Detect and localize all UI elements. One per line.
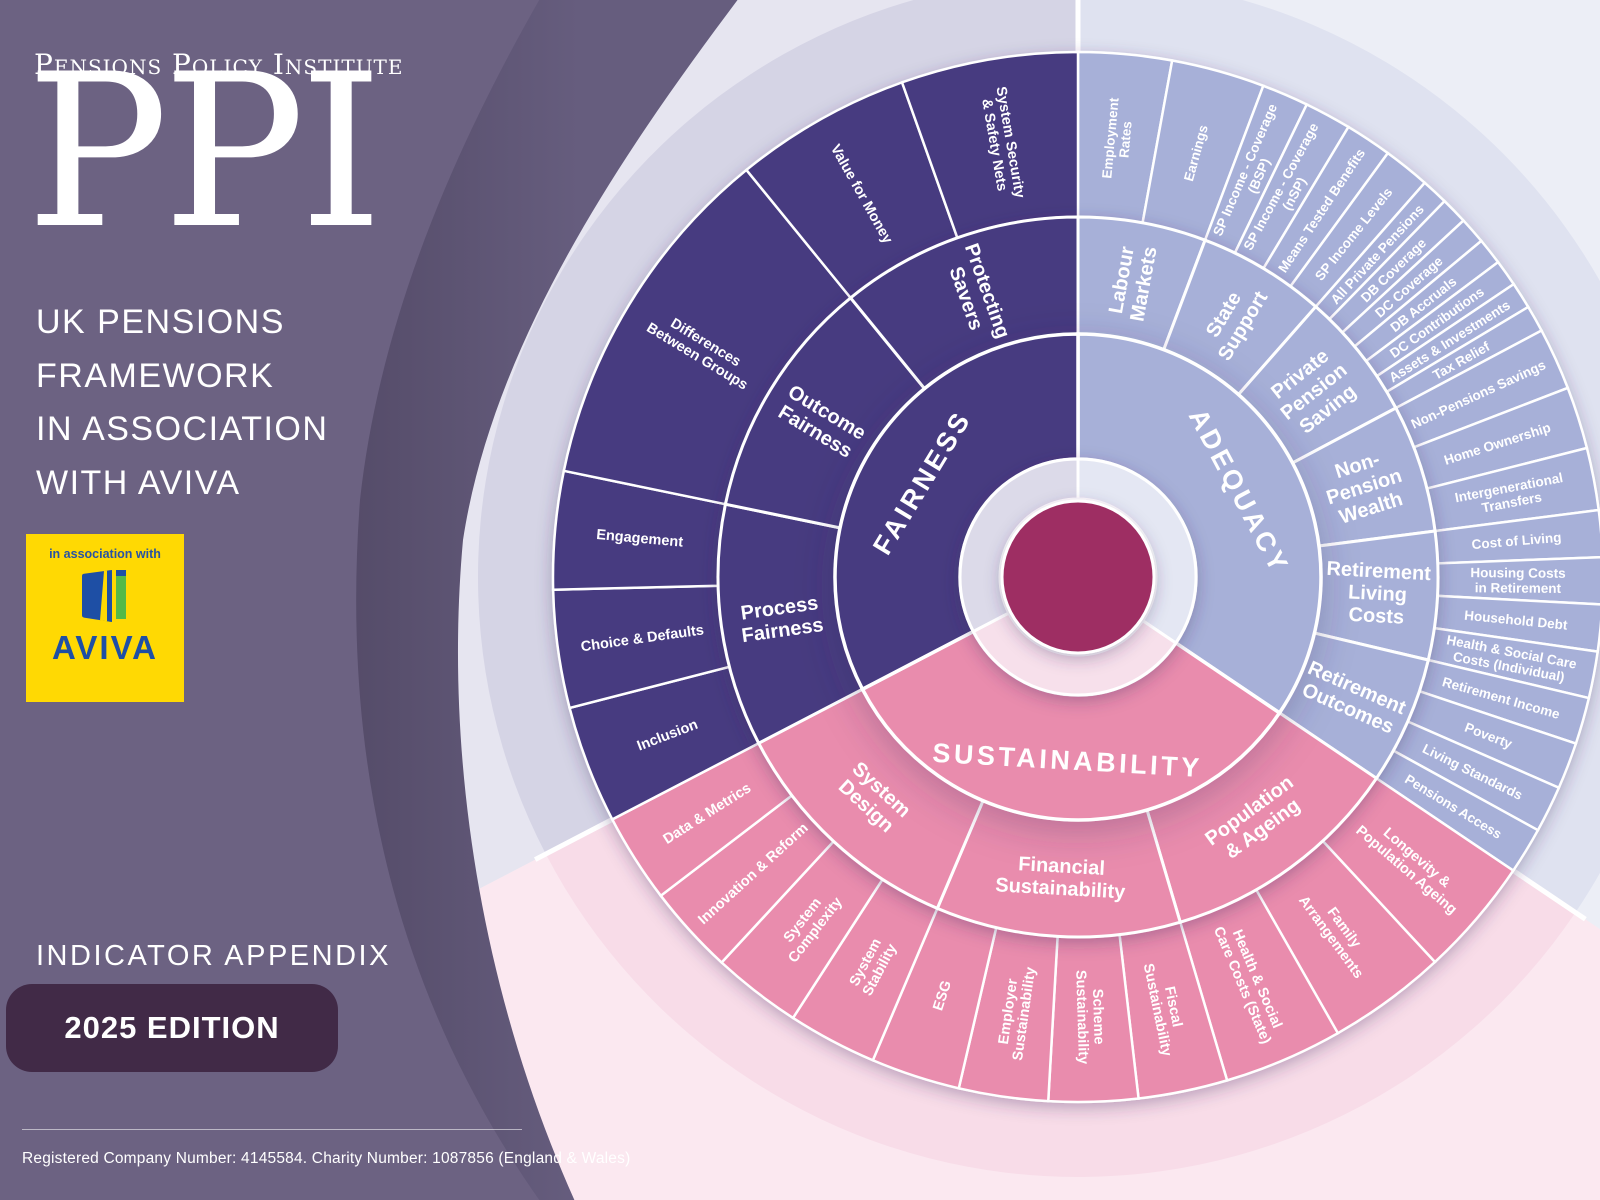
registration-note: Registered Company Number: 4145584. Char… — [22, 1150, 631, 1167]
page-title: UK PENSIONS FRAMEWORK IN ASSOCIATION WIT… — [36, 296, 328, 511]
aviva-tagline: in association with — [49, 547, 161, 561]
indicator-label-scheme-sustainability: SchemeSustainability — [1072, 969, 1107, 1064]
indicator-label-employment-rates: EmploymentRates — [1099, 97, 1136, 181]
sidebar-curves — [0, 0, 738, 1200]
edition-badge: 2025 EDITION — [6, 984, 338, 1072]
hub-ring-adequacy — [1076, 457, 1198, 646]
footer-divider — [22, 1129, 522, 1130]
appendix-label: INDICATOR APPENDIX — [36, 940, 391, 972]
title-line: UK PENSIONS — [36, 303, 285, 341]
indicator-label-cost-of-living: Cost of Living — [1471, 530, 1562, 552]
hub-ring-fairness — [958, 457, 1080, 634]
aviva-logo-icon — [82, 570, 126, 622]
ppi-institute-name: Pensions Policy Institute — [34, 48, 404, 81]
hub-ring-sustainability — [971, 610, 1178, 697]
indicator-label-housing-costs-in-retirement: Housing Costs in Retirement — [1470, 565, 1565, 596]
ppi-logo: PPI — [26, 28, 383, 275]
title-line: IN ASSOCIATION — [36, 410, 329, 449]
subcat-label-non-pension-wealth: Non-PensionWealth — [1317, 443, 1411, 530]
aviva-partner-card: in association with AVIVA — [26, 534, 184, 702]
sidebar-panel — [0, 0, 540, 1200]
indicator-label-engagement: Engagement — [596, 527, 684, 551]
title-line: FRAMEWORK — [36, 356, 275, 395]
aviva-wordmark: AVIVA — [52, 629, 158, 666]
subcat-label-retirement-living-costs: RetirementLivingCosts — [1324, 558, 1432, 630]
center-hub — [1000, 499, 1156, 655]
title-line: WITH AVIVA — [36, 464, 241, 503]
